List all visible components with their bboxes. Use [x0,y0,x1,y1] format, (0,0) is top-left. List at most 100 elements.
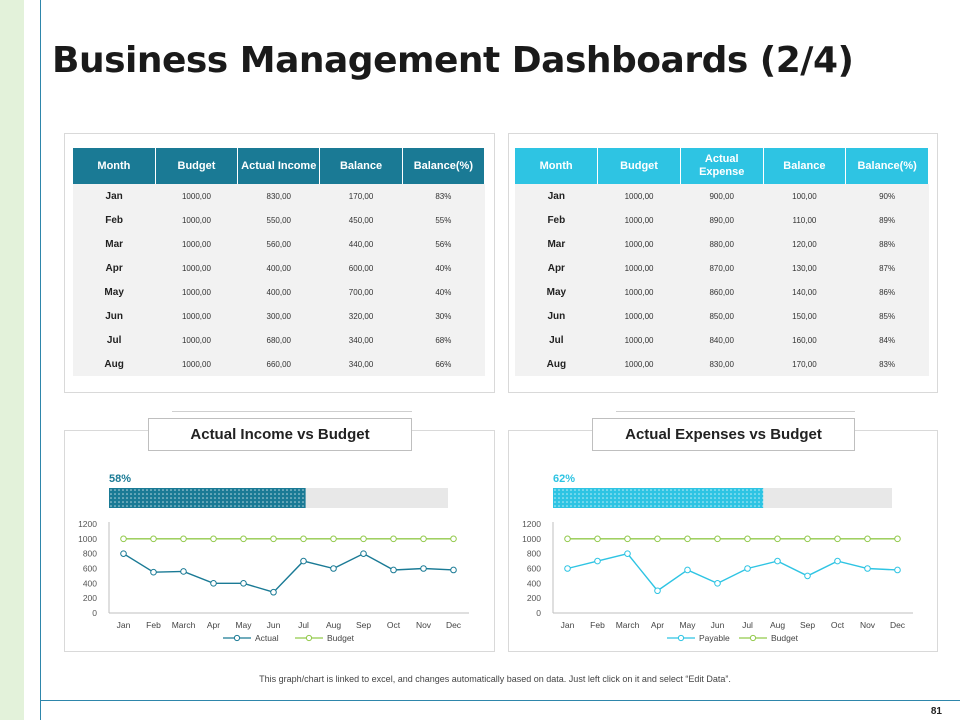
data-point [150,568,157,576]
value-cell: 1000,00 [181,263,211,273]
x-tick-label: Jun [711,620,725,630]
progress-label: 58% [109,473,131,485]
value-cell: 83% [435,191,452,201]
chart-title-decoration [616,411,855,412]
progress-fill [109,488,306,508]
y-tick-label: 200 [527,593,541,603]
y-tick-label: 1200 [522,519,541,529]
x-tick-label: Nov [860,620,876,630]
data-point [270,588,277,596]
expense-chart: 62% 0 200 400 600 800 1000 1200 Jan Feb March Apr Ma… [522,473,913,643]
y-tick-label: 200 [83,593,97,603]
y-tick-label: 1000 [78,534,97,544]
legend-marker [749,634,757,642]
series-line-actual [123,552,454,594]
value-cell: 660,00 [266,359,291,369]
value-cell: 66% [435,359,452,369]
legend-marker [305,634,313,642]
data-point [180,568,187,575]
column-header: Actual Expense [680,148,764,184]
table-row: Jun 1000,00 850,00 150,00 85% [515,304,929,328]
data-point [684,535,691,543]
data-point [894,535,901,543]
value-cell: 440,00 [348,239,374,249]
column-header: Actual Income [237,148,321,184]
y-tick-label: 400 [83,578,97,588]
legend-marker [677,634,685,642]
legend-marker [233,634,241,642]
month-cell: Jul [549,334,564,346]
x-tick-label: Apr [651,620,664,630]
value-cell: 40% [435,287,452,297]
x-tick-label: Oct [831,620,845,630]
x-tick-label: March [172,620,196,630]
data-point [120,550,127,557]
value-cell: 1000,00 [181,215,211,225]
data-point [834,535,841,543]
value-cell: 30% [435,311,452,321]
table-row: Feb 1000,00 550,00 450,00 55% [73,208,485,232]
data-point [654,587,661,595]
data-point [894,566,901,574]
value-cell: 130,00 [792,263,817,273]
column-header: Month [515,148,599,184]
legend-label: Budget [327,633,355,643]
data-point [450,566,457,574]
data-point [360,550,367,557]
legend-label: Payable [699,633,730,643]
value-cell: 600,00 [348,263,374,273]
value-cell: 550,00 [266,215,291,225]
month-cell: Feb [105,214,124,226]
value-cell: 300,00 [266,311,291,321]
legend-label: Budget [771,633,799,643]
value-cell: 87% [879,263,896,273]
month-cell: Jun [105,310,124,322]
table-row: Mar 1000,00 560,00 440,00 56% [73,232,485,256]
y-tick-label: 0 [92,608,97,618]
footnote: This graph/chart is linked to excel, and… [259,674,731,684]
data-point [834,557,841,565]
left-divider-line [40,0,41,720]
data-point [624,535,631,543]
x-tick-label: Oct [387,620,401,630]
data-point [744,565,751,572]
progress-fill [553,488,764,508]
column-header: Month [73,148,156,184]
x-tick-label: May [679,620,696,630]
table-row: Aug 1000,00 830,00 170,00 83% [515,352,929,376]
page-number: 81 [930,706,942,717]
table-header-row: Month Budget Actual Expense Balance Balance(… [515,148,929,184]
y-tick-label: 600 [527,564,541,574]
value-cell: 170,00 [792,359,817,369]
value-cell: 84% [879,335,896,345]
month-cell: Aug [104,358,124,370]
value-cell: 1000,00 [624,287,654,297]
value-cell: 860,00 [709,287,734,297]
table-row: Jul 1000,00 840,00 160,00 84% [515,328,929,352]
value-cell: 700,00 [348,287,374,297]
x-tick-label: Feb [146,620,161,630]
value-cell: 900,00 [709,191,734,201]
value-cell: 1000,00 [181,191,211,201]
table-header-row: Month Budget Actual Income Balance Balance(%… [73,148,486,184]
column-header: Balance [319,148,403,184]
data-point [774,557,781,565]
data-point [714,535,721,543]
value-cell: 450,00 [348,215,374,225]
value-cell: 88% [879,239,896,249]
value-cell: 340,00 [348,359,374,369]
value-cell: 89% [879,215,896,225]
bottom-divider-line [40,700,960,701]
data-point [564,565,571,572]
data-point [594,535,601,543]
data-point [270,535,277,543]
column-header: Budget [597,148,681,184]
value-cell: 110,00 [792,215,817,225]
expense-chart-title: Actual Expenses vs Budget [592,418,855,451]
month-cell: Feb [547,214,566,226]
data-point [300,535,307,543]
value-cell: 1000,00 [624,239,654,249]
data-point [564,535,571,543]
data-point [240,580,247,587]
value-cell: 160,00 [792,335,817,345]
